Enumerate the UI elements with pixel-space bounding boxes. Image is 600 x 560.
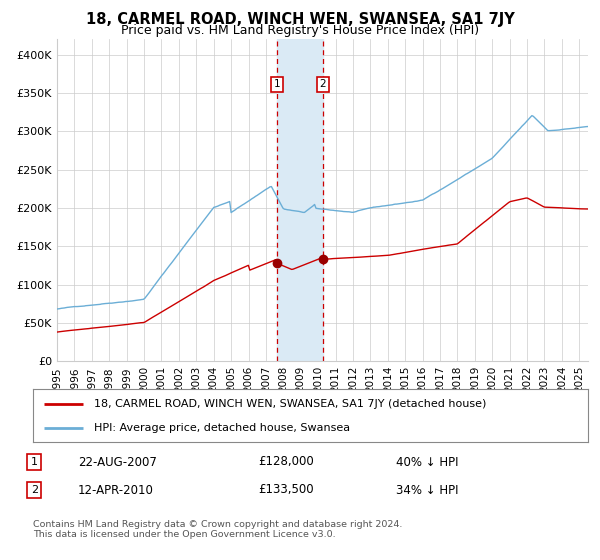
Text: Contains HM Land Registry data © Crown copyright and database right 2024.
This d: Contains HM Land Registry data © Crown c…	[33, 520, 403, 539]
Bar	[277, 39, 323, 361]
Text: Price paid vs. HM Land Registry's House Price Index (HPI): Price paid vs. HM Land Registry's House …	[121, 24, 479, 36]
Text: 34% ↓ HPI: 34% ↓ HPI	[396, 483, 458, 497]
Text: 18, CARMEL ROAD, WINCH WEN, SWANSEA, SA1 7JY (detached house): 18, CARMEL ROAD, WINCH WEN, SWANSEA, SA1…	[94, 399, 487, 409]
Text: 22-AUG-2007: 22-AUG-2007	[78, 455, 157, 469]
Text: 40% ↓ HPI: 40% ↓ HPI	[396, 455, 458, 469]
Text: 1: 1	[274, 80, 280, 89]
Text: 18, CARMEL ROAD, WINCH WEN, SWANSEA, SA1 7JY: 18, CARMEL ROAD, WINCH WEN, SWANSEA, SA1…	[86, 12, 514, 27]
Text: 2: 2	[31, 485, 38, 495]
Text: £133,500: £133,500	[258, 483, 314, 497]
Text: 12-APR-2010: 12-APR-2010	[78, 483, 154, 497]
Text: 2: 2	[320, 80, 326, 89]
Text: £128,000: £128,000	[258, 455, 314, 469]
Text: 1: 1	[31, 457, 38, 467]
Text: HPI: Average price, detached house, Swansea: HPI: Average price, detached house, Swan…	[94, 423, 350, 433]
